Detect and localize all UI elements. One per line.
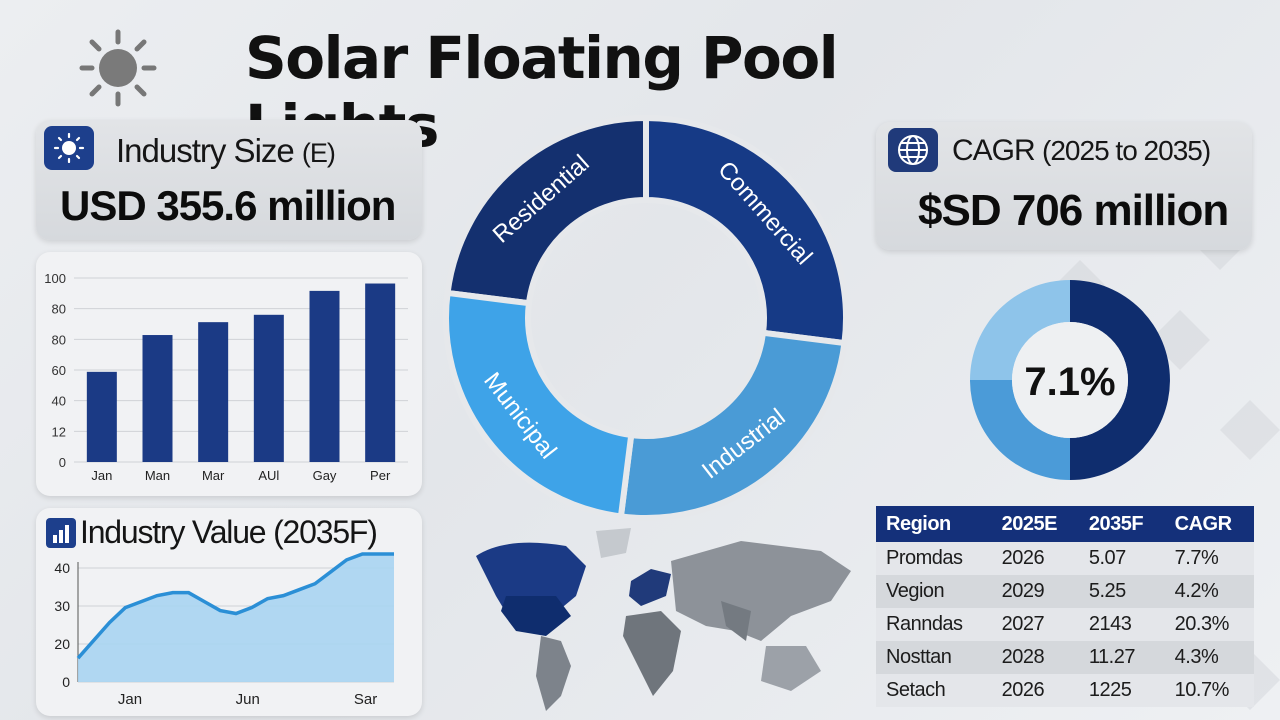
industry-value-card: Industry Value (2035F) 0 20 30 40 Jan Jun Sar (36, 508, 422, 716)
table-header-2035f: 2035F (1078, 506, 1165, 542)
y-tick-label: 100 (44, 271, 66, 286)
bar-chart-icon (46, 518, 76, 548)
table-cell: 7.7% (1164, 542, 1254, 575)
x-tick-label: Jun (236, 691, 260, 708)
x-tick-label: Gay (313, 468, 337, 483)
table-cell: 5.25 (1078, 575, 1165, 608)
donut-slice (443, 289, 635, 520)
table-header-2025e: 2025E (991, 506, 1079, 542)
table-cell: 4.2% (1164, 575, 1254, 608)
table-row: Vegion 2029 5.25 4.2% (876, 575, 1254, 608)
table-cell: Setach (876, 674, 992, 707)
world-map (476, 528, 851, 711)
table-cell: Vegion (876, 575, 992, 608)
series-line (76, 552, 394, 660)
donut-slice (444, 114, 649, 307)
cagr-card: CAGR (2025 to 2035) $SD 706 million (876, 122, 1252, 250)
industry-size-value: USD 355.6 million (60, 182, 396, 229)
table-cell: 2028 (991, 641, 1079, 674)
cagr-donut-chart: 7.1% (970, 280, 1170, 480)
industry-size-label: Industry Size (116, 132, 295, 169)
table-cell: 1225 (1078, 674, 1165, 707)
table-cell: 2029 (991, 575, 1079, 608)
table-cell: 4.3% (1164, 641, 1254, 674)
bar-chart: 0 12 40 60 80 80 100 Jan Man Mar AUl Gay Per (44, 271, 408, 483)
x-tick-label: Jan (118, 691, 142, 708)
industry-value-title: Industry Value (2035F) (80, 514, 378, 550)
y-tick-label: 30 (54, 598, 70, 614)
table-cell: 2143 (1078, 608, 1165, 641)
bar (365, 283, 396, 462)
industry-size-card: Industry Size (E) USD 355.6 million (36, 120, 422, 240)
x-tick-label: Mar (202, 468, 225, 483)
cagr-label: CAGR (952, 134, 1036, 167)
table-cell: Promdas (876, 542, 992, 575)
bar (309, 290, 340, 462)
x-tick-label: Sar (354, 691, 377, 708)
area-fill (78, 553, 394, 682)
sun-badge-icon (44, 126, 94, 170)
table-cell: 2026 (991, 674, 1079, 707)
globe-icon (888, 128, 938, 172)
y-tick-label: 40 (52, 394, 66, 409)
donut-slice (617, 329, 848, 521)
donut-slice (970, 380, 1070, 480)
table-row: Setach 2026 1225 10.7% (876, 674, 1254, 707)
table-row: Ranndas 2027 2143 20.3% (876, 608, 1254, 641)
x-tick-label: Per (370, 468, 391, 483)
cagr-value: $SD 706 million (918, 186, 1229, 235)
bar-chart-card: 0 12 40 60 80 80 100 Jan Man Mar AUl Gay Per (36, 252, 422, 496)
sun-icon (79, 29, 157, 107)
table-cell: 2026 (991, 542, 1079, 575)
y-tick-label: 60 (52, 363, 66, 378)
bar (253, 314, 284, 462)
x-tick-label: Jan (91, 468, 112, 483)
table-cell: 11.27 (1078, 641, 1165, 674)
cagr-range: (2025 to 2035) (1042, 135, 1211, 166)
donut-hole (1012, 322, 1128, 438)
donut-slice (970, 280, 1070, 380)
y-tick-label: 40 (54, 560, 70, 576)
table-header-region: Region (876, 506, 992, 542)
y-tick-label: 80 (52, 302, 66, 317)
bar (198, 322, 229, 462)
table-cell: 20.3% (1164, 608, 1254, 641)
region-table: Region 2025E 2035F CAGR Promdas 2026 5.0… (876, 506, 1254, 707)
y-tick-label: 12 (52, 424, 66, 439)
bar (142, 335, 173, 462)
table-cell: Nosttan (876, 641, 992, 674)
y-tick-label: 20 (54, 636, 70, 652)
table-cell: 10.7% (1164, 674, 1254, 707)
table-row: Nosttan 2028 11.27 4.3% (876, 641, 1254, 674)
y-tick-label: 80 (52, 332, 66, 347)
table-cell: Ranndas (876, 608, 992, 641)
table-header-row: Region 2025E 2035F CAGR (876, 506, 1254, 542)
x-tick-label: AUl (258, 468, 279, 483)
x-tick-label: Man (145, 468, 170, 483)
y-tick-label: 0 (62, 674, 70, 690)
y-tick-label: 0 (59, 455, 66, 470)
area-chart: 0 20 30 40 Jan Jun Sar (54, 552, 394, 708)
table-cell: 2027 (991, 608, 1079, 641)
donut-slice (1070, 280, 1170, 480)
table-header-cagr: CAGR (1164, 506, 1254, 542)
table-row: Promdas 2026 5.07 7.7% (876, 542, 1254, 575)
bar (86, 371, 117, 462)
table-cell: 5.07 (1078, 542, 1165, 575)
industry-size-suffix: (E) (301, 138, 336, 168)
donut-center-label: 7.1% (1024, 360, 1115, 404)
donut-slice (643, 114, 849, 347)
